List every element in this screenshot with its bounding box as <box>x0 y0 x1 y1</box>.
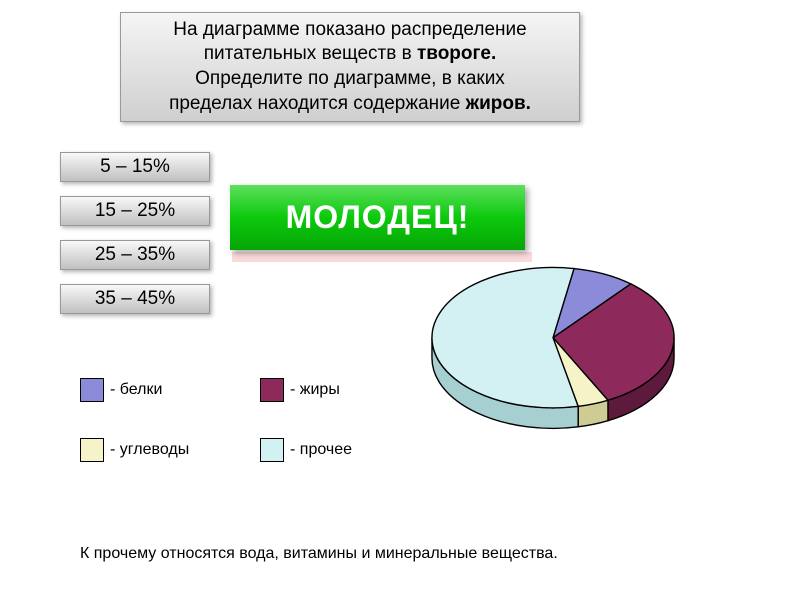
question-line2-pre: питательных веществ в <box>204 43 417 64</box>
answer-option-1[interactable]: 15 – 25% <box>60 196 210 226</box>
legend-swatch-1 <box>260 378 284 402</box>
legend-item-2: - углеводы <box>80 438 189 462</box>
question-line4-pre: пределах находится содержание <box>169 93 466 114</box>
answer-option-2[interactable]: 25 – 35% <box>60 240 210 270</box>
answer-option-3[interactable]: 35 – 45% <box>60 284 210 314</box>
legend-swatch-0 <box>80 378 104 402</box>
question-line3: Определите по диаграмме, в каких <box>195 68 505 89</box>
legend-label-3: - прочее <box>290 441 352 459</box>
question-box: На диаграмме показано распределение пита… <box>120 12 580 122</box>
question-text: На диаграмме показано распределение пита… <box>169 18 531 117</box>
question-line2-bold: твороге. <box>417 43 496 64</box>
answer-option-0[interactable]: 5 – 15% <box>60 152 210 182</box>
legend-label-0: - белки <box>110 381 162 399</box>
legend-swatch-2 <box>80 438 104 462</box>
question-line4-bold: жиров. <box>466 93 531 114</box>
legend-label-1: - жиры <box>290 381 340 399</box>
legend-item-3: - прочее <box>260 438 352 462</box>
pie-chart <box>408 212 698 482</box>
legend-swatch-3 <box>260 438 284 462</box>
legend-label-2: - углеводы <box>110 441 189 459</box>
question-line1: На диаграмме показано распределение <box>173 19 526 40</box>
legend-item-1: - жиры <box>260 378 340 402</box>
legend-item-0: - белки <box>80 378 162 402</box>
footnote: К прочему относятся вода, витамины и мин… <box>80 545 558 563</box>
